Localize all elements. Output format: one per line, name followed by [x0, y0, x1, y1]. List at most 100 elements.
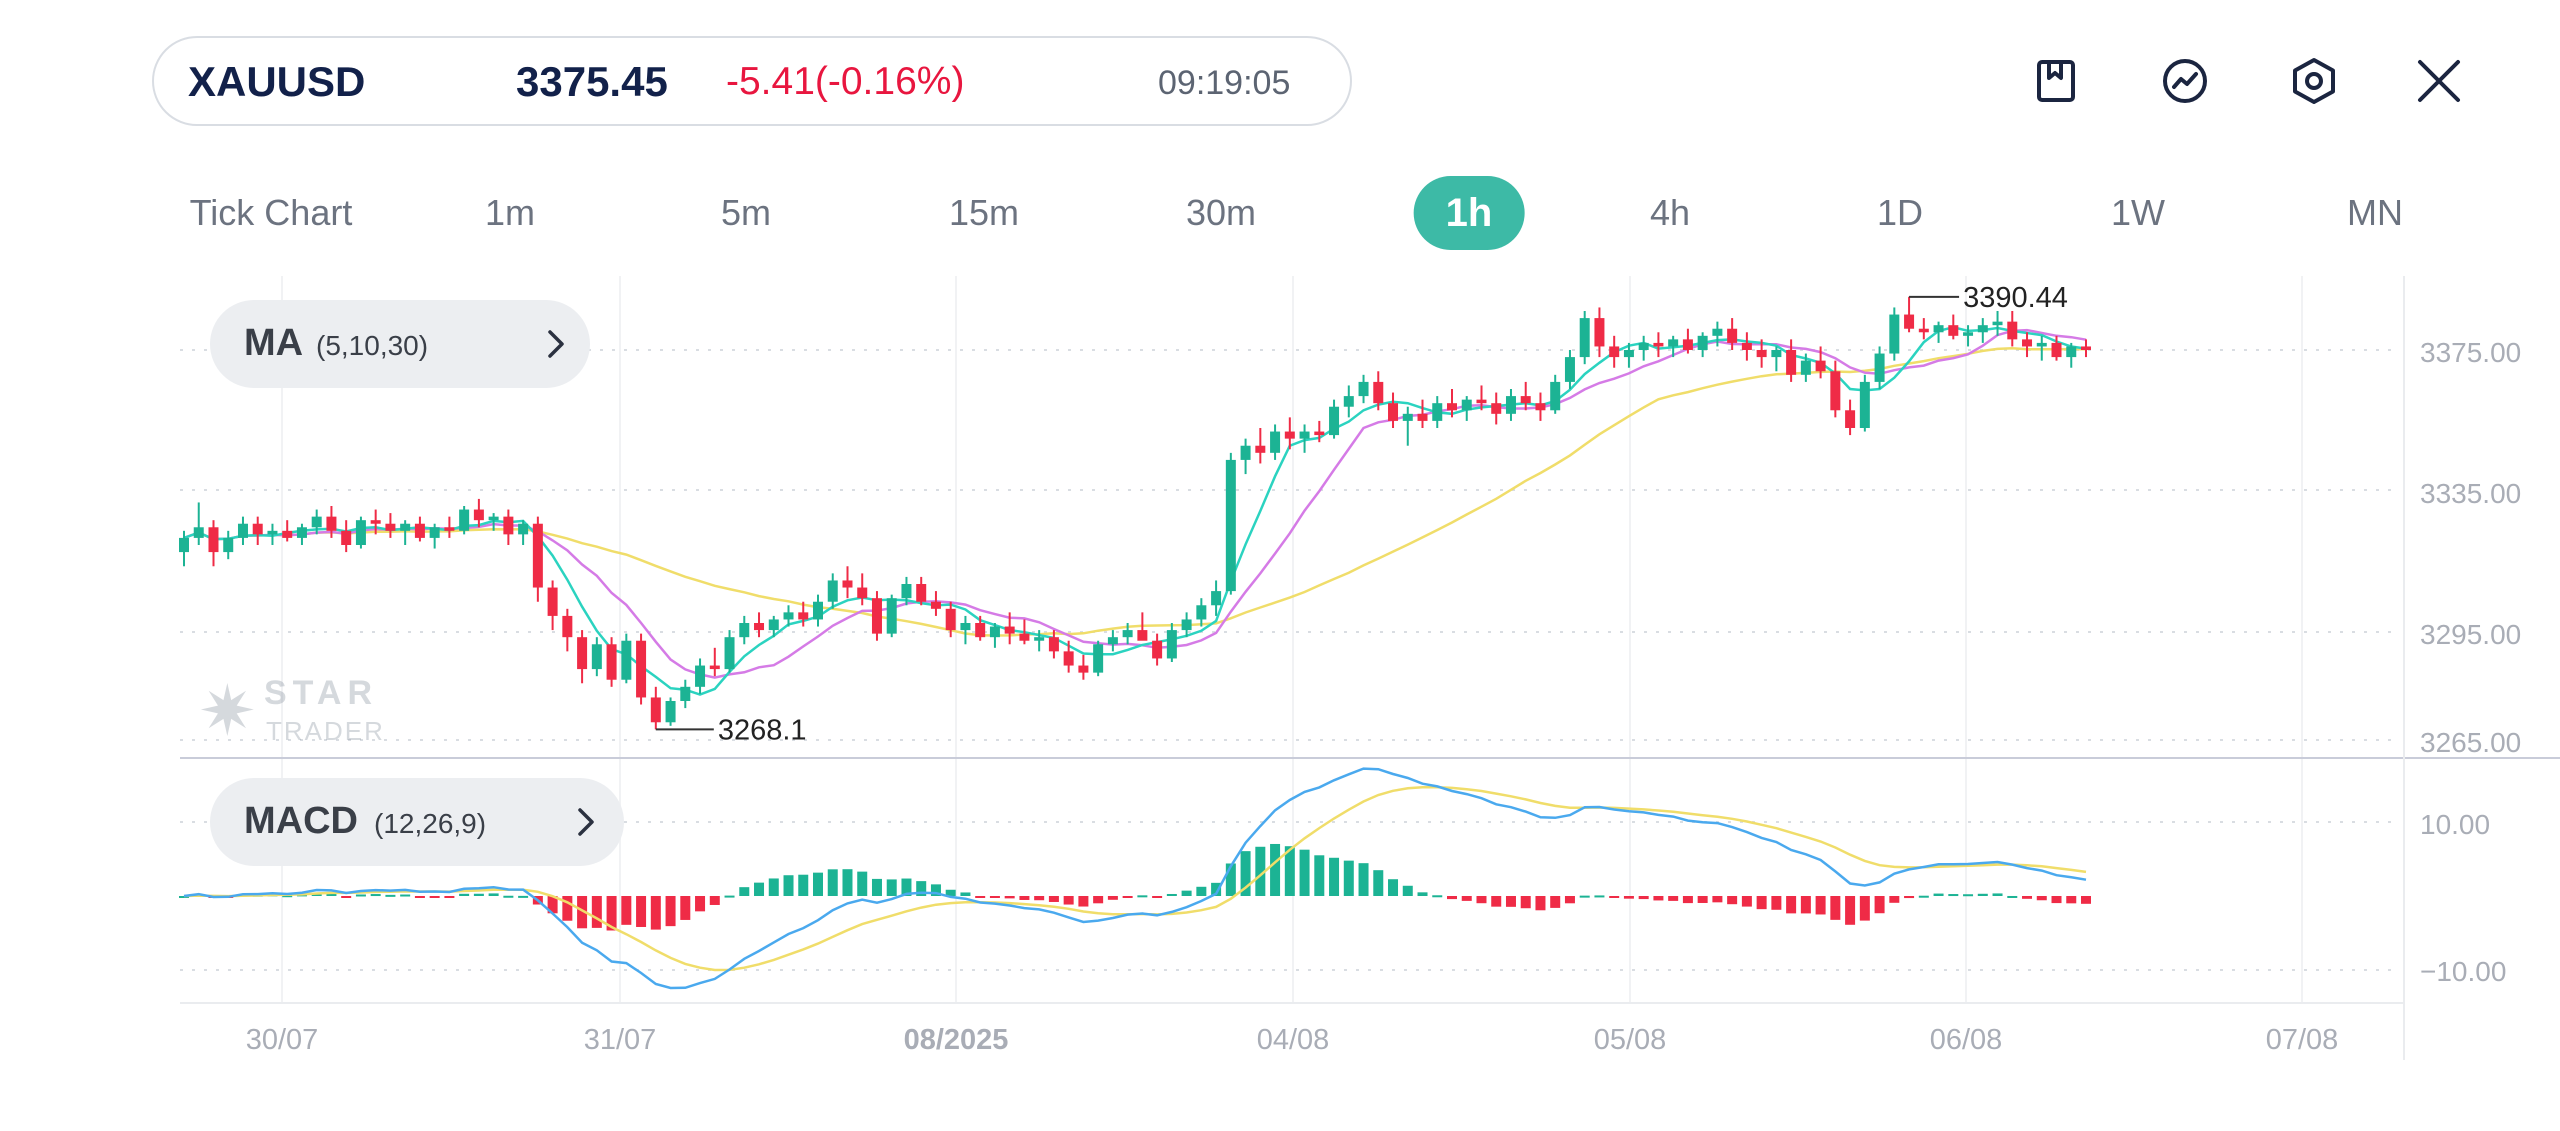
macd-bar	[650, 896, 661, 930]
candle-body	[296, 527, 307, 538]
macd-bar	[857, 871, 868, 896]
macd-bar	[606, 896, 617, 931]
macd-bar	[709, 896, 720, 905]
macd-bar	[1653, 896, 1664, 901]
chevron-right-icon	[578, 808, 594, 836]
macd-bar	[945, 889, 956, 896]
macd-bar	[975, 896, 986, 898]
candle-body	[2007, 321, 2018, 340]
candle-body	[252, 523, 263, 535]
candle-body	[503, 516, 514, 535]
macd-indicator-button[interactable]: MACD (12,26,9)	[210, 778, 624, 866]
tab-15m[interactable]: 15m	[948, 192, 1020, 233]
candle-body	[621, 640, 632, 680]
macd-bar	[1343, 860, 1354, 896]
macd-bar	[1520, 896, 1531, 909]
macd-bar	[1034, 896, 1045, 901]
candle-body	[1196, 605, 1207, 620]
macd-bar	[768, 878, 779, 896]
macd-bar	[1019, 896, 1030, 900]
candle-body	[1579, 318, 1590, 358]
macd-bar	[827, 869, 838, 896]
candle-body	[208, 527, 219, 553]
candle-body	[1948, 325, 1959, 336]
macd-bar	[1122, 896, 1133, 898]
candle-body	[606, 644, 617, 680]
tab-30m[interactable]: 30m	[1185, 192, 1257, 233]
candle-body	[2081, 346, 2091, 350]
candle-body	[385, 523, 396, 531]
macd-bar	[636, 896, 647, 927]
candle-body	[562, 615, 573, 638]
x-tick-label: 30/07	[246, 1024, 319, 1056]
candle-body	[1668, 339, 1679, 347]
low-price-label: 3268.1	[718, 714, 807, 746]
macd-bar	[1889, 896, 1900, 903]
tab-mn[interactable]: MN	[2347, 192, 2403, 233]
candle-body	[1653, 342, 1664, 347]
timeframe-tabs: Tick Chart 1m 5m 15m 30m 1h 4h 1D 1W MN	[0, 176, 2560, 252]
chart-trend-icon[interactable]	[2152, 48, 2218, 114]
macd-bar	[1299, 849, 1310, 896]
bookmark-icon[interactable]	[2023, 48, 2089, 114]
candle-body	[1697, 335, 1708, 350]
macd-lines	[183, 767, 2087, 990]
macd-bar	[1712, 896, 1723, 903]
candle-body	[636, 640, 647, 698]
candle-body	[370, 520, 381, 524]
x-tick-label: 04/08	[1257, 1024, 1330, 1056]
macd-bar	[798, 874, 809, 896]
candle-body	[1904, 314, 1915, 329]
candle-body	[2051, 342, 2062, 358]
macd-bar	[1417, 892, 1428, 896]
macd-bar	[1948, 894, 1959, 897]
candle-body	[1918, 328, 1929, 333]
macd-bar	[1904, 896, 1915, 899]
candle-body	[1874, 353, 1885, 382]
tab-5m[interactable]: 5m	[720, 192, 772, 233]
macd-bar	[1535, 896, 1546, 911]
candle-body	[1638, 342, 1649, 350]
macd-bar	[2081, 896, 2091, 904]
tab-1m[interactable]: 1m	[484, 192, 536, 233]
x-tick-label: 06/08	[1930, 1024, 2003, 1056]
macd-bar	[989, 896, 1000, 898]
macd-bar	[488, 893, 499, 896]
tab-1h[interactable]: 1h	[1413, 176, 1525, 250]
hexagon-settings-icon[interactable]	[2281, 48, 2347, 114]
macd-bar	[1461, 896, 1472, 901]
ma-indicator-button[interactable]: MA (5,10,30)	[210, 300, 590, 388]
macd-bar	[1048, 896, 1059, 902]
candle-body	[1594, 318, 1605, 347]
candle-body	[577, 637, 588, 670]
candle-body	[532, 523, 543, 588]
macd-bar	[1638, 896, 1649, 900]
macd-bar	[1564, 896, 1575, 904]
tab-4h[interactable]: 4h	[1649, 192, 1691, 233]
macd-bar	[1240, 851, 1251, 896]
macd-bar	[739, 887, 750, 896]
candle-body	[1107, 637, 1118, 645]
tab-1d[interactable]: 1D	[1876, 192, 1924, 233]
macd-bar	[2066, 896, 2077, 904]
macd-bar	[1579, 895, 1590, 898]
ma30-line	[183, 347, 2087, 637]
close-icon[interactable]	[2406, 48, 2472, 114]
candle-body	[754, 623, 765, 631]
macd-bar	[503, 895, 514, 898]
tab-1w[interactable]: 1W	[2111, 192, 2165, 233]
ma5-line	[183, 326, 2087, 696]
macd-bar	[621, 896, 632, 925]
candle-body	[518, 523, 529, 535]
x-axis-labels: 30/07 31/07 08/2025 04/08 05/08 06/08 07/08	[246, 1024, 2339, 1056]
candle-body	[179, 537, 189, 553]
macd-bar	[1505, 896, 1516, 907]
macd-bar	[414, 896, 425, 898]
macd-bar	[1800, 896, 1811, 914]
macd-y-tick-label: 10.00	[2420, 809, 2490, 840]
macd-bar	[385, 894, 396, 897]
macd-bar	[591, 896, 602, 928]
candle-body	[916, 584, 927, 602]
tab-tick-chart[interactable]: Tick Chart	[189, 192, 353, 233]
